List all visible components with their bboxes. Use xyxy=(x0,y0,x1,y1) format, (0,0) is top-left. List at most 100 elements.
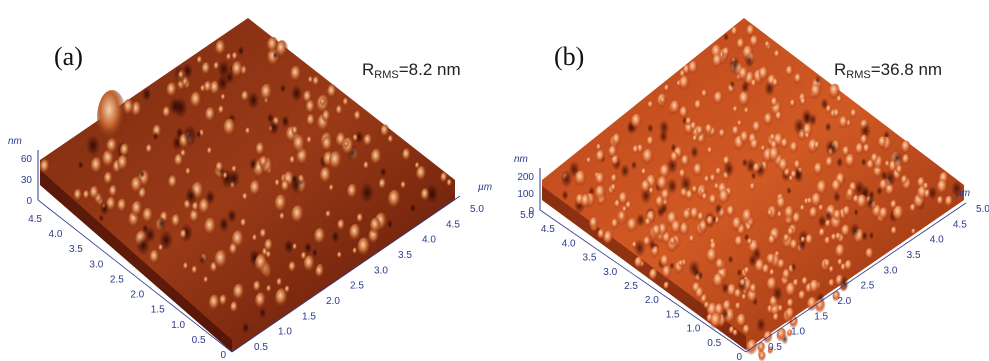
surface-grain xyxy=(738,67,749,84)
surface-grain xyxy=(610,174,618,185)
surface-grain xyxy=(185,167,192,177)
surface-pit xyxy=(360,182,375,203)
rms-value-b: RRMS=36.8 nm xyxy=(834,60,943,81)
surface-pit xyxy=(77,160,84,170)
surface-grain xyxy=(804,132,811,141)
afm-surface-a: nm 60 30 0 4.5 4.0 3.5 3.0 2.5 2.0 1.5 1.0 0.5 0 0.… xyxy=(8,18,492,361)
surface-grain xyxy=(842,205,851,219)
surface-grain xyxy=(231,61,244,80)
surface-grain xyxy=(709,174,716,184)
surface-grain xyxy=(732,105,739,114)
surface-grain xyxy=(254,253,269,275)
surface-grain xyxy=(349,223,362,243)
y-axis-tick: 3.0 xyxy=(884,265,898,276)
surface-grain xyxy=(783,233,791,245)
surface-grain xyxy=(303,255,316,274)
surface-grain xyxy=(168,175,179,191)
surface-grain xyxy=(252,234,258,243)
surface-grain xyxy=(828,266,835,275)
y-axis-tick: 3.5 xyxy=(907,250,921,261)
surface-pit xyxy=(748,253,758,268)
surface-pit xyxy=(868,189,875,200)
surface-grain xyxy=(828,278,836,289)
surface-pit xyxy=(679,174,692,193)
surface-grain xyxy=(149,249,161,267)
surface-grain xyxy=(89,185,100,202)
y-axis-tick: 0.5 xyxy=(768,342,782,353)
y-axis-tick: 4.5 xyxy=(446,219,460,230)
x-axis-tick: 3.5 xyxy=(582,253,596,264)
surface-grain xyxy=(793,160,802,172)
panel-label-b: (b) xyxy=(554,42,585,71)
surface-grain xyxy=(758,66,770,83)
y-axis-tick: 1.0 xyxy=(278,327,292,338)
surface-pit xyxy=(786,186,792,195)
surface-grain xyxy=(794,73,803,86)
surface-pit xyxy=(142,87,152,102)
surface-pit xyxy=(697,270,704,280)
surface-pit xyxy=(409,203,416,213)
surface-grain xyxy=(832,290,841,303)
surface-grain xyxy=(352,247,358,256)
surface-pit xyxy=(386,219,393,229)
surface-grain xyxy=(704,123,714,137)
surface-pit xyxy=(951,180,963,198)
x-axis-tick: 1.0 xyxy=(171,320,185,331)
surface-grain xyxy=(240,218,247,229)
surface-grain xyxy=(400,181,407,190)
surface-pit xyxy=(714,202,723,215)
surface-grain xyxy=(752,162,761,175)
surface-grain xyxy=(696,126,704,138)
surface-grain xyxy=(179,229,188,241)
z-axis-tick: 0 xyxy=(26,196,32,207)
surface-pit xyxy=(228,170,240,188)
y-axis-tick: 4.5 xyxy=(953,219,967,230)
surface-pit xyxy=(876,186,883,196)
surface-grain xyxy=(344,140,350,149)
surface-grain xyxy=(726,205,736,220)
surface-grain xyxy=(697,212,705,223)
surface-grain xyxy=(208,294,221,313)
surface-grain xyxy=(835,244,846,261)
surface-grain xyxy=(166,82,178,100)
surface-grain xyxy=(856,194,868,212)
surface-pit xyxy=(182,124,198,147)
surface-grain xyxy=(692,135,698,143)
x-axis-tick: 2.0 xyxy=(130,290,144,301)
surface-pit xyxy=(144,226,156,244)
x-axis-tick: 5.0 xyxy=(520,210,534,221)
surface-pit xyxy=(196,130,202,139)
surface-pit xyxy=(669,262,675,270)
afm-surface-b: nm 200 100 0 5.0 4.5 4.0 3.5 3.0 2.5 2.0 1.5 1.0 0.… xyxy=(514,18,989,361)
surface-grain xyxy=(352,134,359,143)
surface-grain xyxy=(622,206,628,214)
surface-grain xyxy=(594,185,607,203)
surface-pit xyxy=(290,174,304,195)
x-axis-tick: 1.0 xyxy=(686,324,700,335)
surface-grain xyxy=(440,172,449,184)
surface-grain xyxy=(356,213,364,225)
surface-grain xyxy=(801,276,809,288)
surface-grain xyxy=(288,261,297,274)
y-axis-tick: 4.0 xyxy=(422,235,436,246)
surface-grain xyxy=(274,179,281,188)
surface-grain xyxy=(810,83,822,102)
surface-grain xyxy=(878,207,889,222)
surface-peak xyxy=(97,90,127,146)
surface-grain xyxy=(632,145,640,156)
surface-grain xyxy=(818,228,826,239)
surface-pit xyxy=(635,213,646,228)
surface-grain xyxy=(325,210,332,219)
surface-grain xyxy=(732,329,739,338)
surface-grain xyxy=(833,209,842,223)
surface-grain xyxy=(800,236,806,244)
surface-grain xyxy=(784,206,796,223)
surface-grain xyxy=(191,201,200,213)
surface-grain xyxy=(220,93,226,102)
surface-grain xyxy=(644,217,652,228)
surface-grain xyxy=(706,215,715,228)
surface-grain xyxy=(219,294,228,308)
surface-grain xyxy=(750,138,760,153)
surface-pit xyxy=(283,238,294,254)
surface-grain xyxy=(305,99,317,116)
